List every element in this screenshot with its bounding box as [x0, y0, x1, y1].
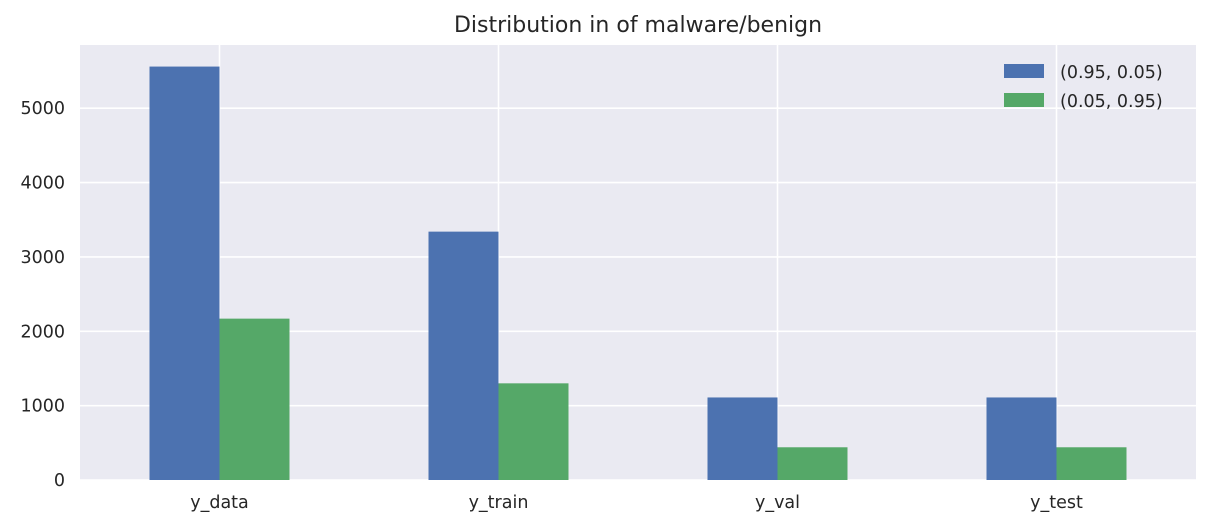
- legend-swatch: [1004, 93, 1044, 107]
- legend: (0.95, 0.05) (0.05, 0.95): [1004, 63, 1163, 112]
- y-tick-label: 3000: [20, 248, 65, 268]
- legend-label: (0.95, 0.05): [1060, 63, 1163, 83]
- x-tick-label: y_train: [469, 493, 529, 513]
- bar: [707, 397, 778, 480]
- y-tick-label: 0: [54, 471, 65, 491]
- bars: [149, 66, 1127, 481]
- legend-swatch: [1004, 64, 1044, 78]
- y-tick-label: 4000: [20, 174, 65, 194]
- x-axis: y_data y_train y_val y_test: [190, 493, 1083, 513]
- y-tick-label: 1000: [20, 397, 65, 417]
- x-tick-label: y_test: [1030, 493, 1083, 513]
- legend-label: (0.05, 0.95): [1060, 92, 1163, 112]
- x-tick-label: y_val: [755, 493, 800, 513]
- bar: [428, 231, 499, 480]
- bar: [777, 447, 848, 480]
- bar: [1056, 447, 1127, 480]
- y-tick-label: 2000: [20, 322, 65, 342]
- chart-title: Distribution in of malware/benign: [454, 13, 822, 38]
- bar: [986, 397, 1057, 480]
- y-tick-label: 5000: [20, 99, 65, 119]
- bar: [149, 66, 220, 481]
- bar: [219, 318, 290, 480]
- bar: [498, 383, 569, 480]
- y-axis: 0 1000 2000 3000 4000 5000: [20, 99, 65, 491]
- x-tick-label: y_data: [190, 493, 249, 513]
